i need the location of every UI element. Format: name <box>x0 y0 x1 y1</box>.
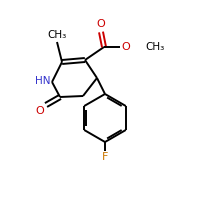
Text: CH₃: CH₃ <box>47 30 67 40</box>
Text: O: O <box>121 42 130 52</box>
Text: O: O <box>35 106 44 116</box>
Text: HN: HN <box>35 76 50 86</box>
Text: O: O <box>97 19 105 29</box>
Text: CH₃: CH₃ <box>145 42 164 52</box>
Text: F: F <box>102 152 108 162</box>
